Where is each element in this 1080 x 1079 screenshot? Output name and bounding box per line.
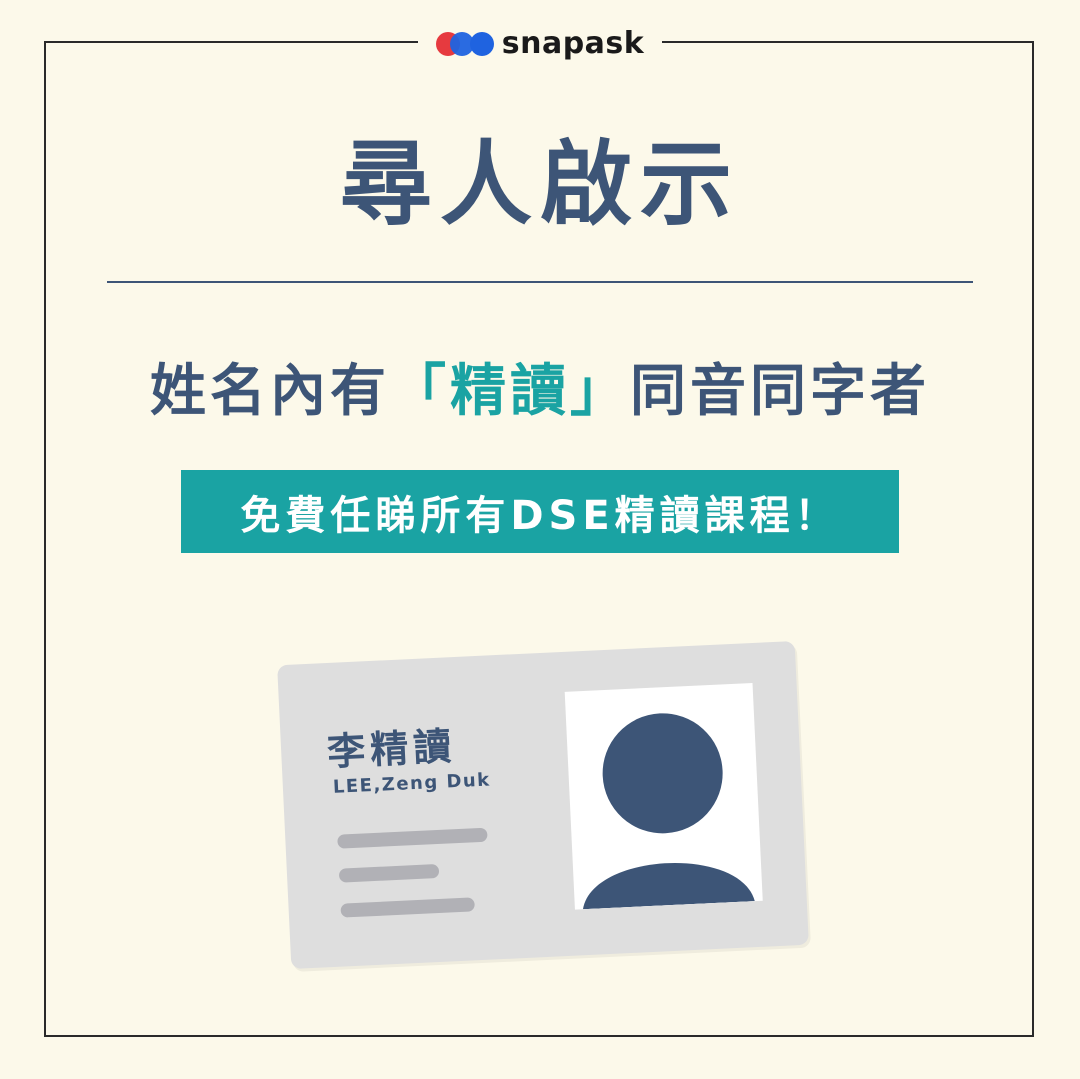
subline-after: 同音同字者: [630, 359, 930, 424]
card-placeholder-line: [340, 897, 475, 918]
card-placeholder-line: [337, 827, 488, 849]
promo-banner: 免費任睇所有DSE精讀課程！: [181, 470, 899, 553]
snapask-logo: snapask: [418, 22, 662, 66]
person-silhouette-icon: [582, 713, 755, 910]
subline: 姓名內有「精讀」同音同字者: [0, 358, 1080, 425]
headline: 尋人啟示: [339, 131, 740, 238]
card-photo: [564, 682, 763, 910]
logo-text: snapask: [501, 26, 645, 61]
subline-open-bracket: 「: [390, 359, 450, 424]
divider: [107, 281, 973, 283]
id-card: 李精讀 LEE,Zeng Duk: [277, 640, 809, 970]
card-placeholder-line: [338, 863, 440, 883]
subline-close-bracket: 」: [570, 359, 630, 424]
card-name-chinese: 李精讀: [326, 724, 458, 775]
subline-highlight: 精讀: [450, 359, 570, 424]
subline-before: 姓名內有: [150, 359, 390, 424]
logo-dots-icon: [435, 32, 494, 56]
